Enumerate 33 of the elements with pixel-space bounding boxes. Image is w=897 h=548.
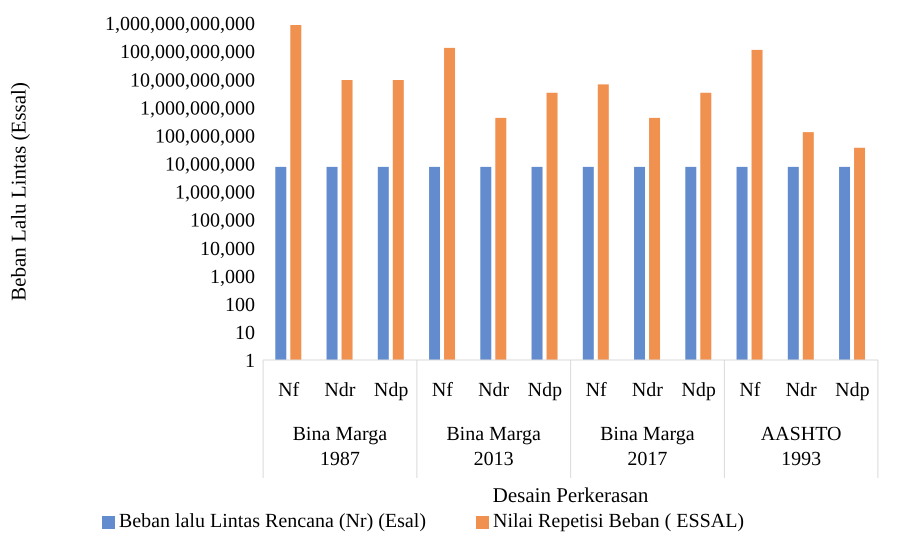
legend-label: Beban lalu Lintas Rencana (Nr) (Esal)	[118, 510, 426, 532]
x-tick-label: Ndr	[478, 379, 510, 401]
y-tick-label: 10,000	[200, 238, 255, 260]
y-tick-label: 1,000,000	[175, 182, 255, 204]
x-tick-label: Nf	[739, 379, 761, 401]
x-tick-label: Ndp	[835, 379, 870, 401]
x-tick-label: Nf	[432, 379, 454, 401]
x-tick-label: Nf	[586, 379, 608, 401]
y-tick-label: 100	[225, 294, 255, 316]
text: AASHTO 1993	[760, 423, 842, 470]
y-tick-label: 100,000,000,000	[120, 41, 255, 64]
x-tick-label: Ndr	[632, 379, 664, 401]
x-tick-label: Ndp	[681, 379, 716, 401]
y-tick-label: 100,000,000	[155, 125, 255, 148]
y-tick-label: 1,000	[210, 266, 255, 288]
y-axis-title: Beban Lalu Lintas (Essal)	[6, 82, 30, 301]
y-tick-label: 1,000,000,000	[140, 97, 255, 120]
y-tick-label: 10,000,000	[165, 154, 255, 176]
text: Bina Marga 2013	[446, 423, 542, 470]
x-tick-label: Ndp	[528, 379, 562, 401]
text: Bina Marga 1987	[292, 423, 388, 470]
y-tick-label: 1	[245, 350, 255, 372]
y-tick-label: 1,000,000,000,000	[105, 13, 255, 36]
x-tick-label: Ndr	[786, 379, 818, 401]
x-tick-label: Nf	[278, 379, 300, 401]
x-tick-label: Ndr	[324, 379, 356, 401]
legend-label: Nilai Repetisi Beban ( ESSAL)	[493, 510, 744, 532]
text: Bina Marga 2017	[600, 423, 695, 470]
x-tick-label: Ndp	[374, 379, 408, 401]
y-tick-label: 10	[235, 322, 255, 344]
y-tick-label: 10,000,000,000	[130, 69, 255, 92]
y-tick-label: 100,000	[190, 210, 255, 232]
x-axis-title: Desain Perkerasan	[492, 483, 649, 507]
